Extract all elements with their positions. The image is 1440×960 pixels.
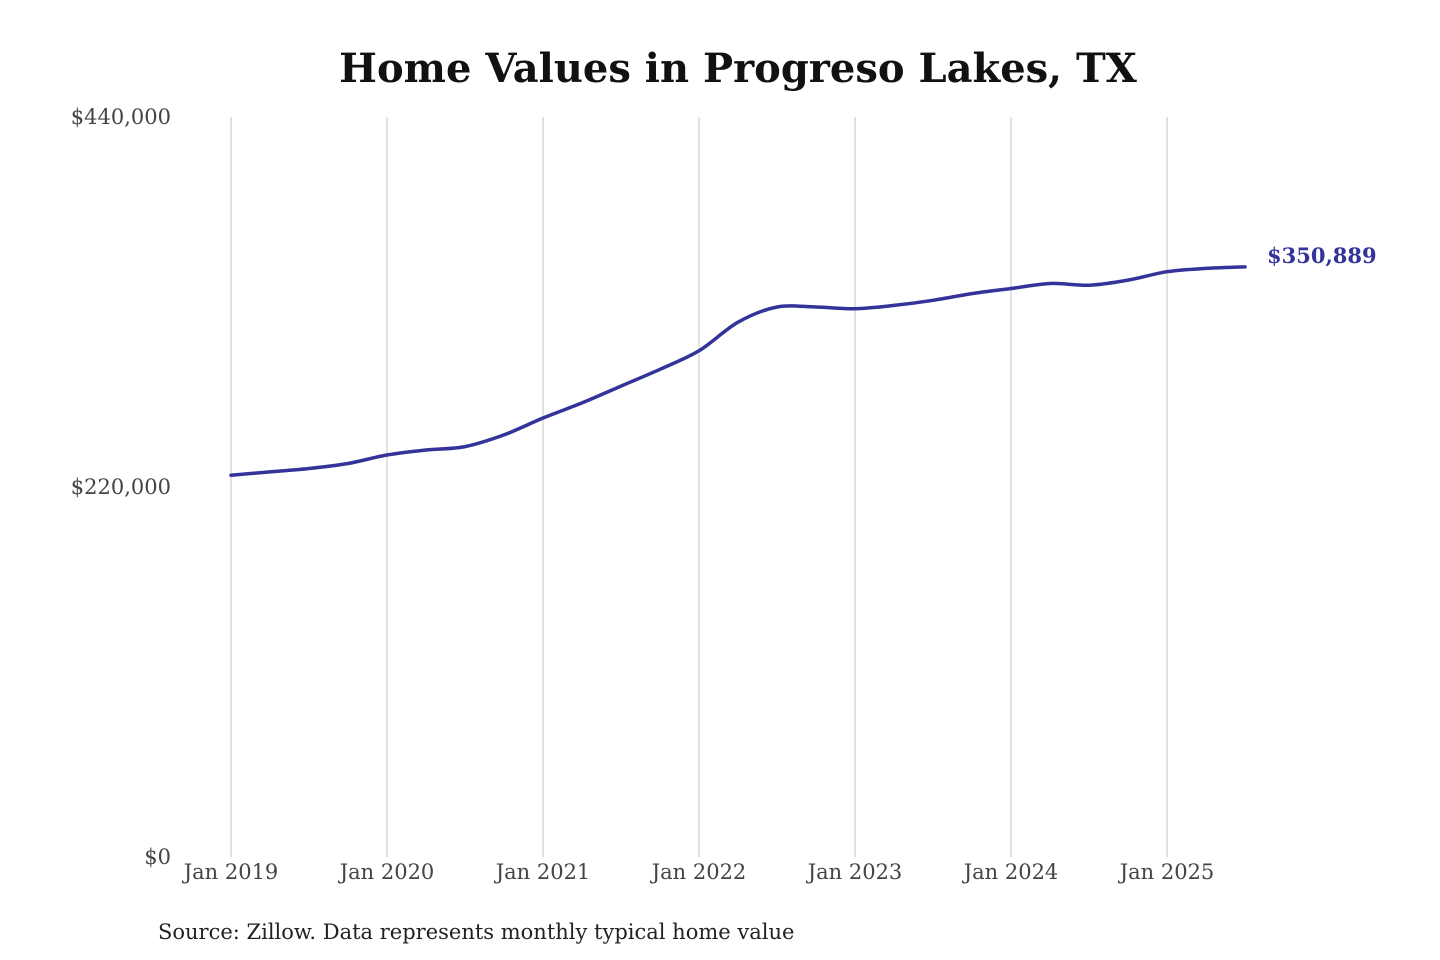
- y-tick-label: $0: [144, 845, 171, 869]
- home-value-series-line: [229, 265, 1247, 477]
- x-tick-label: Jan 2024: [962, 860, 1059, 884]
- latest-value-label: $350,889: [1267, 243, 1377, 268]
- x-tick-label: Jan 2023: [806, 860, 903, 884]
- y-tick-label: $440,000: [71, 105, 171, 129]
- x-tick-label: Jan 2020: [338, 860, 435, 884]
- chart-title: Home Values in Progreso Lakes, TX: [339, 45, 1137, 92]
- source-note: Source: Zillow. Data represents monthly …: [158, 920, 794, 944]
- x-tick-label: Jan 2021: [494, 860, 591, 884]
- x-tick-label: Jan 2019: [182, 860, 279, 884]
- gridlines: [230, 117, 1168, 857]
- y-tick-label: $220,000: [71, 475, 171, 499]
- y-axis-tick-labels: $0 $220,000 $440,000: [71, 105, 171, 869]
- x-tick-label: Jan 2022: [650, 860, 747, 884]
- x-axis-tick-labels: Jan 2019 Jan 2020 Jan 2021 Jan 2022 Jan 2023…: [182, 860, 1215, 884]
- x-tick-label: Jan 2025: [1118, 860, 1215, 884]
